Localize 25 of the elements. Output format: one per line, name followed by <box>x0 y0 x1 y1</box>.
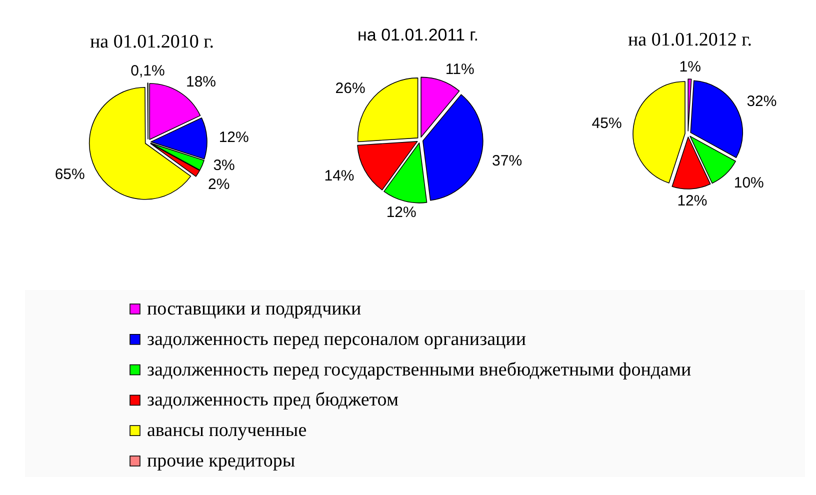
data-label: 3% <box>213 156 235 174</box>
data-label: 10% <box>734 174 764 192</box>
data-label: 14% <box>324 168 354 185</box>
data-label: 26% <box>335 80 366 98</box>
data-label: 32% <box>746 93 777 110</box>
data-label: 18% <box>186 74 216 91</box>
legend-label: задолженность перед государственными внебюджетными фондами <box>147 359 692 380</box>
data-label: 65% <box>54 166 85 183</box>
legend-label: прочие кредиторы <box>147 450 296 472</box>
data-label: 45% <box>592 115 622 132</box>
data-label: 37% <box>492 152 522 170</box>
legend-label: задолженность перед персоналом организации <box>147 328 526 350</box>
data-label: 12% <box>218 128 249 146</box>
chart-title: на 01.01.2010 г. <box>90 32 214 52</box>
legend-label: задолженность пред бюджетом <box>147 390 398 411</box>
data-label: 1% <box>679 58 701 76</box>
chart-title: на 01.01.2012 г. <box>628 30 752 50</box>
legend-label: авансы полученные <box>147 420 307 442</box>
data-label: 12% <box>386 204 416 222</box>
data-label: 0,1% <box>130 62 165 80</box>
data-label: 12% <box>677 192 708 210</box>
data-label: 11% <box>445 60 474 78</box>
chart-title: на 01.01.2011 г. <box>358 26 478 44</box>
data-label: 2% <box>208 176 230 193</box>
legend-label: поставщики и подрядчики <box>147 298 362 320</box>
